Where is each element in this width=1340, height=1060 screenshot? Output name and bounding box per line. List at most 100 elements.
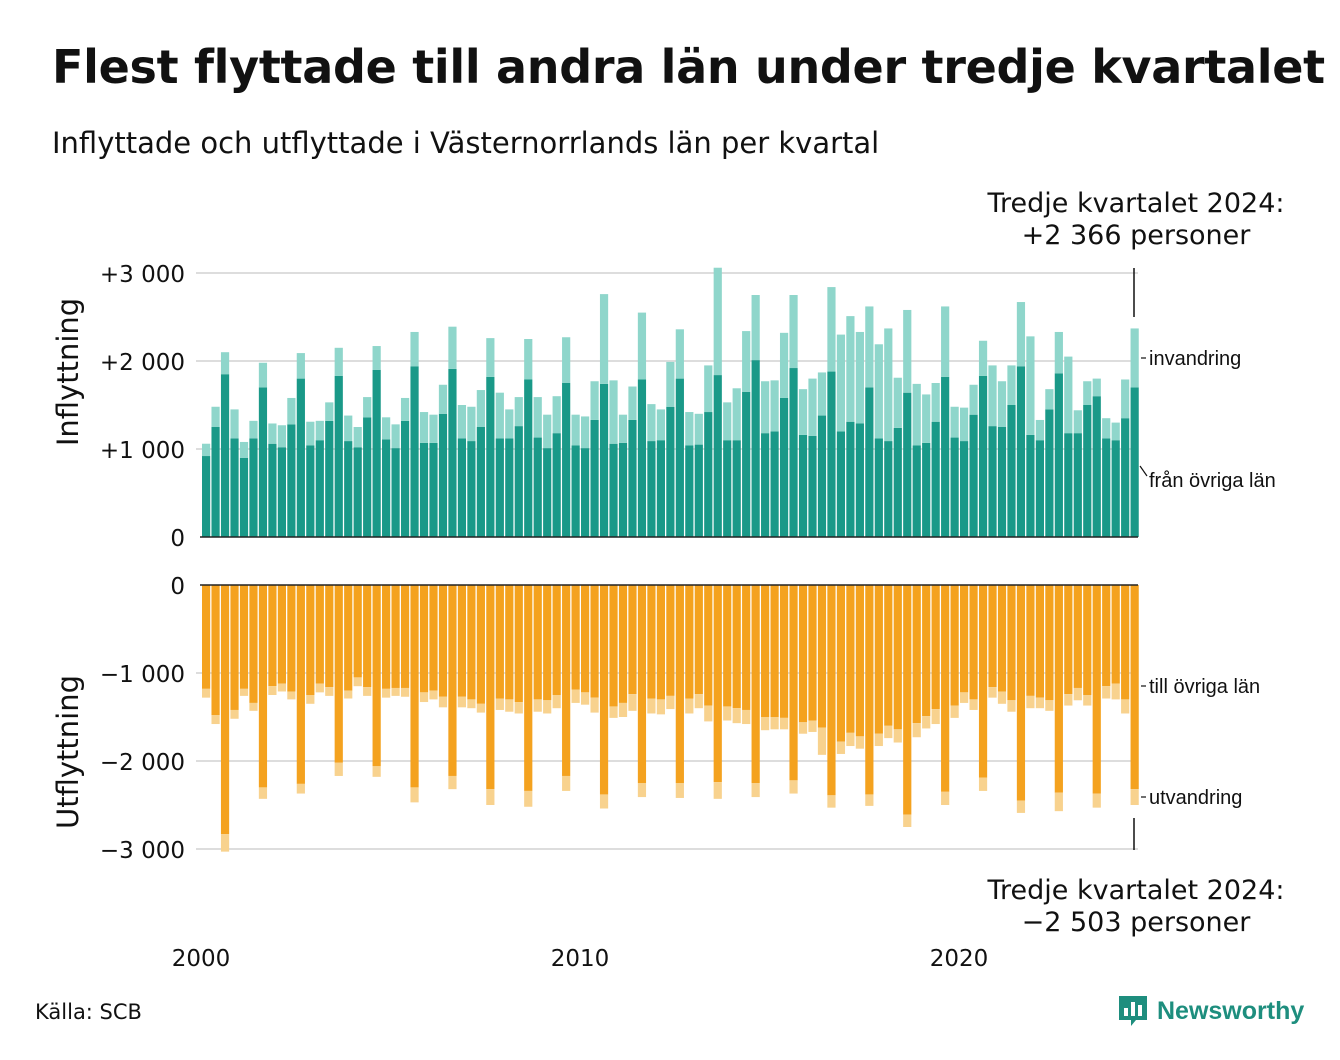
bar-fran-ovriga-lan bbox=[817, 415, 827, 537]
bar-till-ovriga-lan bbox=[751, 585, 760, 783]
bar-till-ovriga-lan bbox=[666, 585, 675, 696]
axes bbox=[200, 536, 1138, 586]
x-tick-label: 2020 bbox=[930, 946, 989, 972]
bar-till-ovriga-lan bbox=[239, 585, 249, 689]
series-label-fran-ovriga-lan: från övriga län bbox=[1149, 470, 1276, 492]
bar-till-ovriga-lan bbox=[789, 585, 798, 781]
bar-invandring bbox=[372, 346, 381, 370]
bar-till-ovriga-lan bbox=[268, 585, 277, 687]
bar-till-ovriga-lan bbox=[306, 585, 315, 695]
bar-till-ovriga-lan bbox=[865, 585, 874, 795]
bar-utvandring bbox=[1026, 695, 1035, 709]
bar-fran-ovriga-lan bbox=[581, 448, 590, 537]
bar-till-ovriga-lan bbox=[429, 585, 438, 691]
bar-invandring bbox=[903, 309, 912, 393]
bar-fran-ovriga-lan bbox=[344, 441, 353, 537]
bar-fran-ovriga-lan bbox=[476, 427, 485, 537]
bar-invandring bbox=[893, 377, 902, 428]
bar-till-ovriga-lan bbox=[334, 585, 343, 763]
bar-fran-ovriga-lan bbox=[884, 441, 893, 537]
bar-invandring bbox=[950, 406, 959, 438]
bar-utvandring bbox=[419, 692, 429, 703]
bar-invandring bbox=[429, 414, 438, 443]
bar-till-ovriga-lan bbox=[912, 585, 921, 724]
source-note: Källa: SCB bbox=[35, 1000, 142, 1024]
bar-fran-ovriga-lan bbox=[524, 379, 533, 537]
bar-invandring bbox=[1054, 331, 1063, 374]
bar-invandring bbox=[571, 414, 580, 446]
bar-invandring bbox=[325, 402, 334, 421]
bar-till-ovriga-lan bbox=[656, 585, 665, 700]
bar-invandring bbox=[969, 384, 978, 415]
outflow-bars bbox=[202, 585, 1139, 852]
annotation-bottom-line2: −2 503 personer bbox=[1022, 907, 1252, 938]
bar-fran-ovriga-lan bbox=[202, 456, 211, 537]
bar-fran-ovriga-lan bbox=[628, 419, 637, 537]
bar-till-ovriga-lan bbox=[770, 585, 779, 717]
bar-invandring bbox=[1026, 336, 1035, 435]
bar-invandring bbox=[836, 334, 846, 432]
bar-fran-ovriga-lan bbox=[618, 442, 628, 537]
bar-invandring bbox=[400, 397, 410, 421]
bar-fran-ovriga-lan bbox=[495, 438, 504, 537]
bar-utvandring bbox=[647, 698, 656, 714]
bar-utvandring bbox=[438, 696, 448, 708]
bar-invandring bbox=[997, 381, 1007, 427]
bar-till-ovriga-lan bbox=[410, 585, 419, 788]
bar-invandring bbox=[1064, 356, 1073, 434]
bar-invandring bbox=[258, 362, 268, 388]
y-ticks-inflow: 0 +1 000 +2 000 +3 000 bbox=[100, 262, 185, 552]
bar-utvandring bbox=[1073, 687, 1082, 701]
bar-utvandring bbox=[287, 691, 296, 700]
bar-invandring bbox=[476, 390, 485, 427]
bar-fran-ovriga-lan bbox=[419, 442, 429, 537]
bar-till-ovriga-lan bbox=[874, 585, 883, 734]
bar-utvandring bbox=[239, 688, 249, 696]
bar-fran-ovriga-lan bbox=[997, 427, 1007, 537]
bar-fran-ovriga-lan bbox=[609, 443, 618, 537]
bar-utvandring bbox=[694, 694, 703, 709]
bar-utvandring bbox=[277, 683, 286, 692]
annotation-bottom: Tredje kvartalet 2024: −2 503 personer bbox=[987, 818, 1284, 938]
bar-till-ovriga-lan bbox=[675, 585, 684, 783]
bar-fran-ovriga-lan bbox=[1035, 440, 1044, 537]
bar-till-ovriga-lan bbox=[344, 585, 353, 691]
bar-utvandring bbox=[609, 706, 618, 718]
bar-invandring bbox=[1045, 389, 1054, 410]
bar-utvandring bbox=[202, 688, 211, 698]
bar-invandring bbox=[656, 409, 665, 441]
bar-utvandring bbox=[533, 699, 542, 712]
bar-invandring bbox=[1092, 378, 1101, 397]
bar-utvandring bbox=[486, 789, 495, 805]
bar-invandring bbox=[581, 416, 590, 449]
bar-utvandring bbox=[410, 787, 419, 803]
bar-utvandring bbox=[1083, 695, 1092, 706]
bar-invandring bbox=[353, 427, 362, 448]
bar-till-ovriga-lan bbox=[922, 585, 931, 717]
bar-fran-ovriga-lan bbox=[1026, 434, 1035, 537]
bar-invandring bbox=[1111, 422, 1120, 441]
bar-till-ovriga-lan bbox=[438, 585, 448, 697]
bar-fran-ovriga-lan bbox=[941, 376, 950, 537]
bar-fran-ovriga-lan bbox=[969, 414, 978, 537]
bar-fran-ovriga-lan bbox=[1111, 440, 1120, 537]
bar-utvandring bbox=[599, 794, 609, 809]
bar-utvandring bbox=[884, 725, 893, 739]
bar-till-ovriga-lan bbox=[315, 585, 324, 684]
bar-invandring bbox=[230, 409, 239, 439]
bar-utvandring bbox=[258, 787, 268, 799]
inflow-bars bbox=[202, 267, 1139, 537]
bar-invandring bbox=[675, 329, 684, 379]
bar-utvandring bbox=[315, 683, 324, 693]
bar-fran-ovriga-lan bbox=[1007, 405, 1016, 537]
bar-utvandring bbox=[988, 687, 997, 698]
bar-invandring bbox=[761, 381, 770, 434]
bar-utvandring bbox=[581, 692, 590, 705]
bar-fran-ovriga-lan bbox=[400, 420, 410, 537]
bar-invandring bbox=[1130, 328, 1139, 388]
bar-till-ovriga-lan bbox=[590, 585, 599, 698]
bar-till-ovriga-lan bbox=[1121, 585, 1130, 700]
bar-till-ovriga-lan bbox=[978, 585, 988, 778]
bar-till-ovriga-lan bbox=[296, 585, 305, 784]
y-tick-label: −3 000 bbox=[100, 838, 185, 864]
